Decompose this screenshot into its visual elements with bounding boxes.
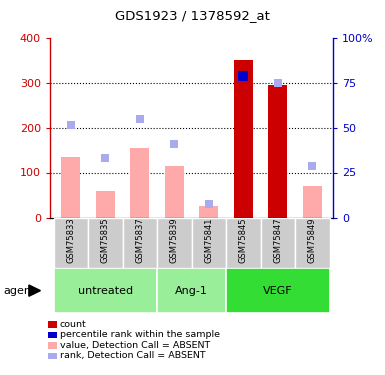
Text: GSM75849: GSM75849 [308,217,317,263]
Bar [192,217,226,268]
Text: VEGF: VEGF [263,286,293,296]
Point [102,154,108,160]
Bar [48,321,57,328]
Bar [54,217,88,268]
Bar [48,332,57,338]
Text: percentile rank within the sample: percentile rank within the sample [60,330,220,339]
Bar [96,190,115,217]
Text: GSM75847: GSM75847 [273,217,282,263]
Text: untreated: untreated [78,286,133,296]
Point [206,201,212,207]
Bar [48,352,57,359]
Text: GSM75841: GSM75841 [204,217,213,263]
Bar [130,148,149,217]
Text: GSM75835: GSM75835 [101,217,110,263]
Point [309,163,315,169]
Bar [234,60,253,217]
Point [137,116,143,122]
Point [171,141,177,147]
Bar [303,186,322,218]
Bar [48,342,57,349]
Text: Ang-1: Ang-1 [175,286,208,296]
Text: GSM75833: GSM75833 [66,217,75,263]
Point [240,73,246,79]
Polygon shape [29,285,40,296]
Text: count: count [60,320,86,329]
Point [275,80,281,86]
Bar [157,268,226,313]
Point [68,122,74,128]
Bar [226,217,261,268]
Bar [165,166,184,218]
Text: value, Detection Call = ABSENT: value, Detection Call = ABSENT [60,341,210,350]
Bar [261,217,295,268]
Text: GSM75845: GSM75845 [239,217,248,263]
Text: GDS1923 / 1378592_at: GDS1923 / 1378592_at [115,9,270,22]
Bar [88,217,122,268]
Bar [61,157,80,218]
Bar [54,268,157,313]
Bar [199,206,218,218]
Bar [226,268,330,313]
Bar [268,85,287,218]
Bar [157,217,192,268]
Bar [122,217,157,268]
Bar [295,217,330,268]
Text: GSM75839: GSM75839 [170,217,179,263]
Text: rank, Detection Call = ABSENT: rank, Detection Call = ABSENT [60,351,205,360]
Text: GSM75837: GSM75837 [135,217,144,263]
Text: agent: agent [4,286,36,296]
